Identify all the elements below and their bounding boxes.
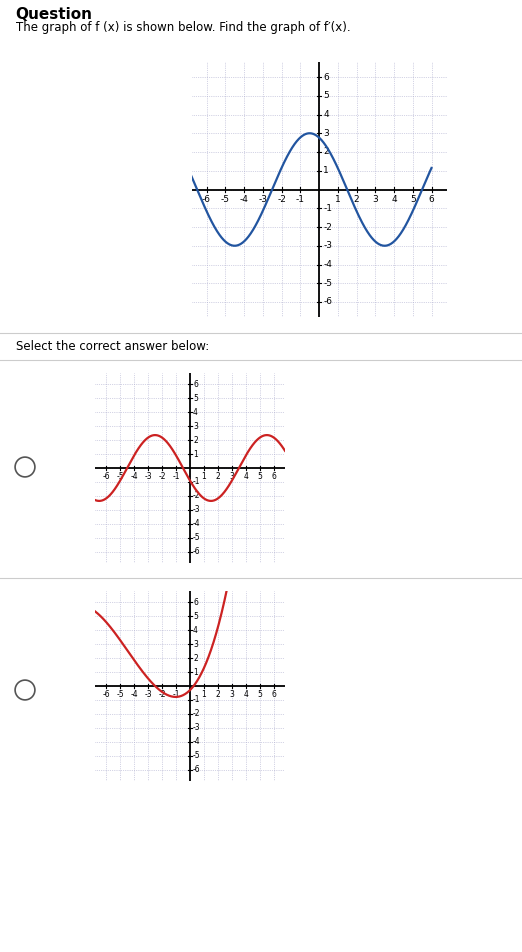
Text: -4: -4 xyxy=(240,194,248,204)
Text: 6: 6 xyxy=(429,194,434,204)
Text: 5: 5 xyxy=(193,393,198,403)
Text: -1: -1 xyxy=(296,194,305,204)
Text: -5: -5 xyxy=(116,472,124,481)
Text: 4: 4 xyxy=(193,625,198,635)
Text: -5: -5 xyxy=(323,279,332,288)
Text: -6: -6 xyxy=(102,472,110,481)
Text: 1: 1 xyxy=(335,194,341,204)
Text: -1: -1 xyxy=(323,204,332,212)
Text: 2: 2 xyxy=(354,194,359,204)
Text: -2: -2 xyxy=(277,194,286,204)
Text: 2: 2 xyxy=(193,654,198,663)
Text: -3: -3 xyxy=(323,241,332,250)
Text: -4: -4 xyxy=(130,690,138,699)
Text: 3: 3 xyxy=(230,472,234,481)
Text: -3: -3 xyxy=(144,690,152,699)
Text: -6: -6 xyxy=(193,547,200,556)
Text: -5: -5 xyxy=(116,690,124,699)
Text: -1: -1 xyxy=(193,478,200,486)
Text: -4: -4 xyxy=(193,520,200,528)
Text: 4: 4 xyxy=(193,407,198,417)
Text: -3: -3 xyxy=(144,472,152,481)
Text: -3: -3 xyxy=(193,724,200,732)
Text: -2: -2 xyxy=(158,472,166,481)
Text: 5: 5 xyxy=(323,91,329,100)
Text: The graph of f (x) is shown below. Find the graph of f′(x).: The graph of f (x) is shown below. Find … xyxy=(16,21,350,34)
Text: -6: -6 xyxy=(193,765,200,774)
Text: -2: -2 xyxy=(193,491,200,501)
Text: 5: 5 xyxy=(257,472,262,481)
Text: -2: -2 xyxy=(193,709,200,719)
Text: -2: -2 xyxy=(158,690,166,699)
Text: 5: 5 xyxy=(193,611,198,621)
Text: 6: 6 xyxy=(271,690,276,699)
Text: Select the correct answer below:: Select the correct answer below: xyxy=(16,340,209,353)
Text: 6: 6 xyxy=(193,380,198,388)
Text: Question: Question xyxy=(16,7,93,22)
Text: -1: -1 xyxy=(193,696,200,704)
Text: 1: 1 xyxy=(323,167,329,175)
Text: -2: -2 xyxy=(323,223,332,231)
Text: -4: -4 xyxy=(323,260,332,269)
Text: 3: 3 xyxy=(372,194,378,204)
Text: -1: -1 xyxy=(172,472,180,481)
Text: 2: 2 xyxy=(193,436,198,445)
Text: 3: 3 xyxy=(323,129,329,138)
Text: -6: -6 xyxy=(102,690,110,699)
Text: 6: 6 xyxy=(193,598,198,606)
Text: 4: 4 xyxy=(243,690,248,699)
Text: 1: 1 xyxy=(193,667,198,677)
Text: 6: 6 xyxy=(323,72,329,82)
Text: 2: 2 xyxy=(323,148,329,156)
Text: -6: -6 xyxy=(202,194,211,204)
Text: -4: -4 xyxy=(193,738,200,746)
Text: 4: 4 xyxy=(391,194,397,204)
Text: 2: 2 xyxy=(216,472,220,481)
Text: -5: -5 xyxy=(193,751,200,761)
Text: 2: 2 xyxy=(216,690,220,699)
Text: 1: 1 xyxy=(201,690,206,699)
Text: 4: 4 xyxy=(323,110,329,119)
Text: 3: 3 xyxy=(230,690,234,699)
Text: 5: 5 xyxy=(410,194,416,204)
Text: 6: 6 xyxy=(271,472,276,481)
Text: -3: -3 xyxy=(193,506,200,514)
Text: -5: -5 xyxy=(193,533,200,543)
Text: -3: -3 xyxy=(258,194,267,204)
Text: -1: -1 xyxy=(172,690,180,699)
Text: 5: 5 xyxy=(257,690,262,699)
Text: -6: -6 xyxy=(323,297,332,307)
Text: 1: 1 xyxy=(201,472,206,481)
Text: 1: 1 xyxy=(193,449,198,459)
Text: 4: 4 xyxy=(243,472,248,481)
Text: -4: -4 xyxy=(130,472,138,481)
Text: 3: 3 xyxy=(193,422,198,430)
Text: -5: -5 xyxy=(221,194,230,204)
Text: 3: 3 xyxy=(193,640,198,648)
